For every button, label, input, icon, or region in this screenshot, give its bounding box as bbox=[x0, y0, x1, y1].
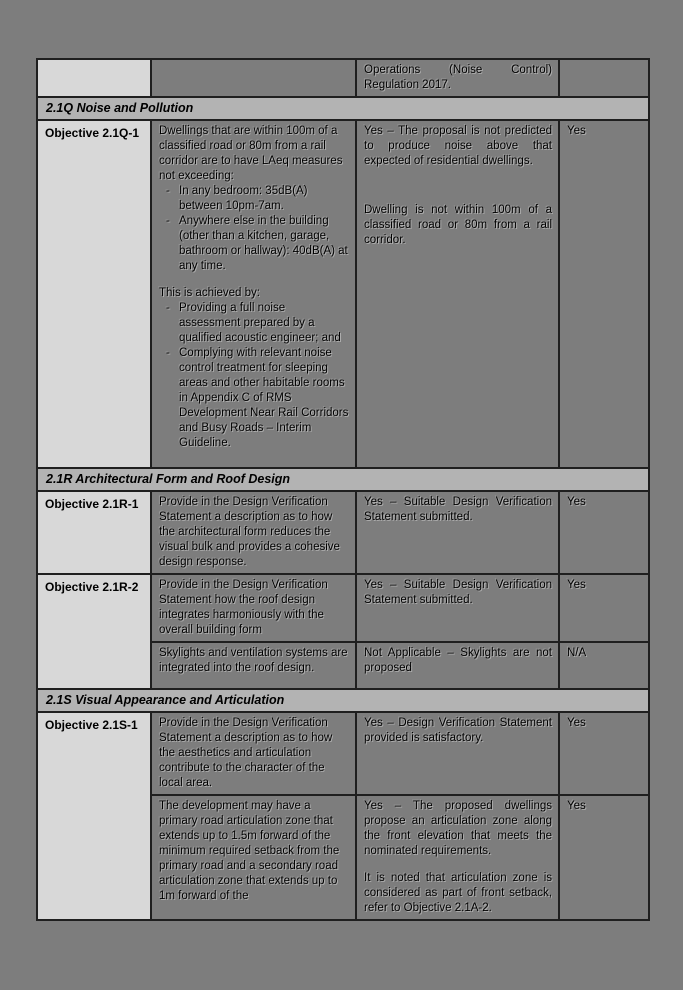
comment-cell: Yes – Design Verification Statement prov… bbox=[355, 711, 560, 796]
objective-cell: Objective 2.1S-1 bbox=[36, 711, 152, 921]
control-cell: The development may have a primary road … bbox=[150, 794, 357, 921]
compliance-assessment-table: Operations (Noise Control) Regulation 20… bbox=[36, 58, 650, 921]
comment-cell: Yes – The proposed dwellings propose an … bbox=[355, 794, 560, 921]
complies-cell-empty bbox=[558, 58, 650, 98]
control-paragraph: The development may have a primary road … bbox=[159, 800, 340, 902]
control-cell: Skylights and ventilation systems are in… bbox=[150, 641, 357, 690]
list-dash: - bbox=[166, 347, 170, 359]
control-list: - In any bedroom: 35dB(A) between 10pm-7… bbox=[159, 184, 349, 274]
table-row-2-1r-2-skylights: Skylights and ventilation systems are in… bbox=[37, 641, 650, 690]
list-item-text: Complying with relevant noise control tr… bbox=[179, 347, 349, 449]
objective-cell-empty bbox=[36, 58, 152, 98]
control-cell: Provide in the Design Verification State… bbox=[150, 711, 357, 796]
objective-label: Objective 2.1Q-1 bbox=[45, 126, 140, 140]
section-header-2-1q: 2.1Q Noise and Pollution bbox=[36, 96, 650, 121]
complies-cell: Yes bbox=[558, 794, 650, 921]
control-paragraph: Dwellings that are within 100m of a clas… bbox=[159, 125, 343, 182]
control-paragraph: Provide in the Design Verification State… bbox=[159, 496, 340, 568]
control-paragraph: Provide in the Design Verification State… bbox=[159, 579, 328, 636]
comment-paragraph: Not Applicable – Skylights are not propo… bbox=[364, 647, 552, 674]
list-dash: - bbox=[166, 185, 170, 197]
comment-paragraph: Dwelling is not within 100m of a classif… bbox=[364, 204, 552, 246]
table-row-2-1s-1: Objective 2.1S-1 Provide in the Design V… bbox=[36, 711, 650, 921]
section-title: 2.1R Architectural Form and Roof Design bbox=[36, 467, 650, 492]
list-item-text: Anywhere else in the building (other tha… bbox=[179, 215, 348, 272]
objective-cell: Objective 2.1R-2 bbox=[36, 573, 152, 690]
complies-value: N/A bbox=[567, 647, 587, 659]
comment-paragraph: Yes – The proposal is not predicted to p… bbox=[364, 125, 552, 167]
complies-cell: Yes bbox=[558, 573, 650, 643]
section-title: 2.1Q Noise and Pollution bbox=[36, 96, 650, 121]
objective-label: Objective 2.1R-1 bbox=[45, 497, 139, 511]
complies-cell: N/A bbox=[558, 641, 650, 690]
complies-value: Yes bbox=[567, 496, 586, 508]
comment-paragraph: Yes – Design Verification Statement prov… bbox=[364, 717, 552, 744]
comment-paragraph: Yes – Suitable Design Verification State… bbox=[364, 496, 552, 523]
complies-value: Yes bbox=[567, 717, 586, 729]
table-row-2-1r-2: Objective 2.1R-2 Provide in the Design V… bbox=[36, 573, 650, 690]
control-paragraph: This is achieved by: bbox=[159, 287, 260, 299]
list-item: - Complying with relevant noise control … bbox=[159, 346, 349, 451]
complies-value: Yes bbox=[567, 125, 586, 137]
complies-cell: Yes bbox=[558, 711, 650, 796]
comment-paragraph: Yes – Suitable Design Verification State… bbox=[364, 579, 552, 606]
comment-cell: Yes – Suitable Design Verification State… bbox=[355, 573, 560, 643]
control-list: - Providing a full noise assessment prep… bbox=[159, 301, 349, 451]
list-dash: - bbox=[166, 215, 170, 227]
control-cell-empty bbox=[150, 58, 357, 98]
control-paragraph: Provide in the Design Verification State… bbox=[159, 717, 333, 789]
control-cell: Provide in the Design Verification State… bbox=[150, 573, 357, 643]
list-dash: - bbox=[166, 302, 170, 314]
list-item-text: In any bedroom: 35dB(A) between 10pm-7am… bbox=[179, 185, 308, 212]
section-title: 2.1S Visual Appearance and Articulation bbox=[36, 688, 650, 713]
comment-cell: Operations (Noise Control) Regulation 20… bbox=[355, 58, 560, 98]
objective-label: Objective 2.1S-1 bbox=[45, 718, 138, 732]
control-cell: Dwellings that are within 100m of a clas… bbox=[150, 119, 357, 469]
table-row-2-1r-1: Objective 2.1R-1 Provide in the Design V… bbox=[36, 490, 650, 575]
table-row-2-1s-1-articulation: The development may have a primary road … bbox=[37, 794, 650, 921]
list-item: - Anywhere else in the building (other t… bbox=[159, 214, 349, 274]
control-cell: Provide in the Design Verification State… bbox=[150, 490, 357, 575]
complies-value: Yes bbox=[567, 800, 586, 812]
table-row-2-1q-1: Objective 2.1Q-1 Dwellings that are with… bbox=[36, 119, 650, 469]
objective-label: Objective 2.1R-2 bbox=[45, 580, 139, 594]
table-sheet: Operations (Noise Control) Regulation 20… bbox=[36, 58, 650, 921]
list-item-text: Providing a full noise assessment prepar… bbox=[179, 302, 341, 344]
table-row-continuation: Operations (Noise Control) Regulation 20… bbox=[36, 58, 650, 98]
objective-cell: Objective 2.1R-1 bbox=[36, 490, 152, 575]
section-header-2-1r: 2.1R Architectural Form and Roof Design bbox=[36, 467, 650, 492]
comment-paragraph: It is noted that articulation zone is co… bbox=[364, 872, 552, 914]
comment-cell: Yes – The proposal is not predicted to p… bbox=[355, 119, 560, 469]
comment-cell: Not Applicable – Skylights are not propo… bbox=[355, 641, 560, 690]
objective-cell: Objective 2.1Q-1 bbox=[36, 119, 152, 469]
control-paragraph: Skylights and ventilation systems are in… bbox=[159, 647, 348, 674]
comment-paragraph: Yes – The proposed dwellings propose an … bbox=[364, 800, 552, 857]
comment-paragraph: Operations (Noise Control) Regulation 20… bbox=[364, 64, 552, 91]
complies-cell: Yes bbox=[558, 490, 650, 575]
comment-cell: Yes – Suitable Design Verification State… bbox=[355, 490, 560, 575]
list-item: - Providing a full noise assessment prep… bbox=[159, 301, 349, 346]
complies-cell: Yes bbox=[558, 119, 650, 469]
section-header-2-1s: 2.1S Visual Appearance and Articulation bbox=[36, 688, 650, 713]
list-item: - In any bedroom: 35dB(A) between 10pm-7… bbox=[159, 184, 349, 214]
complies-value: Yes bbox=[567, 579, 586, 591]
